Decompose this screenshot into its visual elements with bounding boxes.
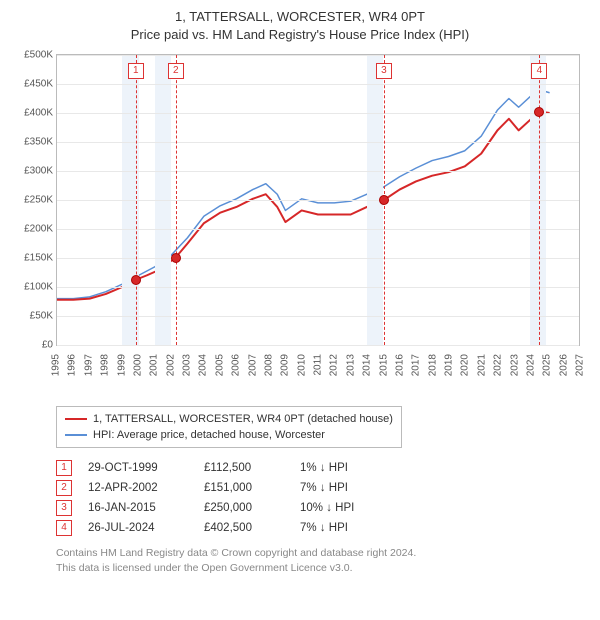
sale-marker-label: 3 — [376, 63, 392, 79]
sale-dot — [171, 253, 181, 263]
x-axis-label: 1995 — [51, 354, 62, 376]
sale-diff: 7% ↓ HPI — [300, 478, 390, 498]
legend-label: 1, TATTERSALL, WORCESTER, WR4 0PT (detac… — [93, 411, 393, 427]
x-axis-label: 2012 — [329, 354, 340, 376]
x-axis-label: 2023 — [509, 354, 520, 376]
sale-marker-line — [176, 55, 177, 345]
legend-swatch — [65, 418, 87, 420]
sale-marker-line — [136, 55, 137, 345]
x-axis-label: 2027 — [575, 354, 586, 376]
x-axis-label: 2004 — [198, 354, 209, 376]
x-axis-label: 2016 — [394, 354, 405, 376]
sale-index: 1 — [56, 460, 72, 476]
x-axis-label: 2011 — [313, 354, 324, 376]
y-axis-label: £450K — [24, 79, 57, 90]
chart-title-1: 1, TATTERSALL, WORCESTER, WR4 0PT — [12, 8, 588, 26]
sale-marker-label: 2 — [168, 63, 184, 79]
x-axis-label: 2013 — [345, 354, 356, 376]
x-axis-label: 2015 — [378, 354, 389, 376]
x-axis-label: 2017 — [411, 354, 422, 376]
sale-date: 16-JAN-2015 — [88, 498, 188, 518]
y-axis-label: £500K — [24, 50, 57, 61]
gridline — [57, 345, 579, 346]
sale-date: 29-OCT-1999 — [88, 458, 188, 478]
sale-price: £402,500 — [204, 518, 284, 538]
x-axis-label: 2005 — [214, 354, 225, 376]
x-axis-label: 2024 — [525, 354, 536, 376]
y-axis-label: £250K — [24, 195, 57, 206]
sale-price: £250,000 — [204, 498, 284, 518]
y-axis-label: £50K — [30, 311, 57, 322]
x-axis-label: 2025 — [542, 354, 553, 376]
sale-date: 26-JUL-2024 — [88, 518, 188, 538]
sale-row: 1 29-OCT-1999 £112,500 1% ↓ HPI — [56, 458, 588, 478]
legend: 1, TATTERSALL, WORCESTER, WR4 0PT (detac… — [56, 406, 402, 448]
sale-index: 4 — [56, 520, 72, 536]
x-axis-label: 1997 — [83, 354, 94, 376]
x-axis-label: 2010 — [296, 354, 307, 376]
sale-price: £112,500 — [204, 458, 284, 478]
x-axis-label: 2021 — [476, 354, 487, 376]
sale-row: 3 16-JAN-2015 £250,000 10% ↓ HPI — [56, 498, 588, 518]
x-axis-label: 2001 — [149, 354, 160, 376]
sale-dot — [534, 107, 544, 117]
sale-row: 4 26-JUL-2024 £402,500 7% ↓ HPI — [56, 518, 588, 538]
footer-line-2: This data is licensed under the Open Gov… — [56, 561, 588, 575]
sale-dot — [379, 195, 389, 205]
footer-attribution: Contains HM Land Registry data © Crown c… — [56, 546, 588, 574]
x-axis-label: 2009 — [280, 354, 291, 376]
x-axis-label: 2000 — [132, 354, 143, 376]
y-axis-label: £150K — [24, 253, 57, 264]
x-axis-label: 2007 — [247, 354, 258, 376]
legend-row: HPI: Average price, detached house, Worc… — [65, 427, 393, 443]
x-axis-label: 2019 — [444, 354, 455, 376]
sales-table: 1 29-OCT-1999 £112,500 1% ↓ HPI 2 12-APR-2002… — [56, 458, 588, 538]
sale-diff: 10% ↓ HPI — [300, 498, 390, 518]
sale-diff: 7% ↓ HPI — [300, 518, 390, 538]
price-chart: £0 £50K £100K £150K £200K £250K £300K £350K £400… — [12, 50, 588, 400]
sale-row: 2 12-APR-2002 £151,000 7% ↓ HPI — [56, 478, 588, 498]
sale-marker-label: 1 — [128, 63, 144, 79]
y-axis-label: £350K — [24, 137, 57, 148]
x-axis-label: 2002 — [165, 354, 176, 376]
sale-diff: 1% ↓ HPI — [300, 458, 390, 478]
legend-swatch — [65, 434, 87, 436]
x-axis-label: 2014 — [362, 354, 373, 376]
legend-row: 1, TATTERSALL, WORCESTER, WR4 0PT (detac… — [65, 411, 393, 427]
x-axis-label: 2020 — [460, 354, 471, 376]
sale-price: £151,000 — [204, 478, 284, 498]
x-axis-label: 1999 — [116, 354, 127, 376]
y-axis-label: £100K — [24, 282, 57, 293]
x-axis-label: 2026 — [558, 354, 569, 376]
legend-label: HPI: Average price, detached house, Worc… — [93, 427, 325, 443]
sale-date: 12-APR-2002 — [88, 478, 188, 498]
y-axis-label: £400K — [24, 108, 57, 119]
sale-index: 2 — [56, 480, 72, 496]
sale-index: 3 — [56, 500, 72, 516]
x-axis-label: 2003 — [182, 354, 193, 376]
chart-title-2: Price paid vs. HM Land Registry's House … — [12, 26, 588, 44]
x-axis-label: 2022 — [493, 354, 504, 376]
x-axis-label: 2008 — [263, 354, 274, 376]
sale-dot — [131, 275, 141, 285]
x-axis-label: 1996 — [67, 354, 78, 376]
y-axis-label: £300K — [24, 166, 57, 177]
y-axis-label: £200K — [24, 224, 57, 235]
sale-marker-label: 4 — [531, 63, 547, 79]
x-axis-label: 2006 — [231, 354, 242, 376]
sale-marker-line — [539, 55, 540, 345]
x-axis-label: 2018 — [427, 354, 438, 376]
footer-line-1: Contains HM Land Registry data © Crown c… — [56, 546, 588, 560]
x-axis-label: 1998 — [100, 354, 111, 376]
y-axis-label: £0 — [42, 340, 57, 351]
